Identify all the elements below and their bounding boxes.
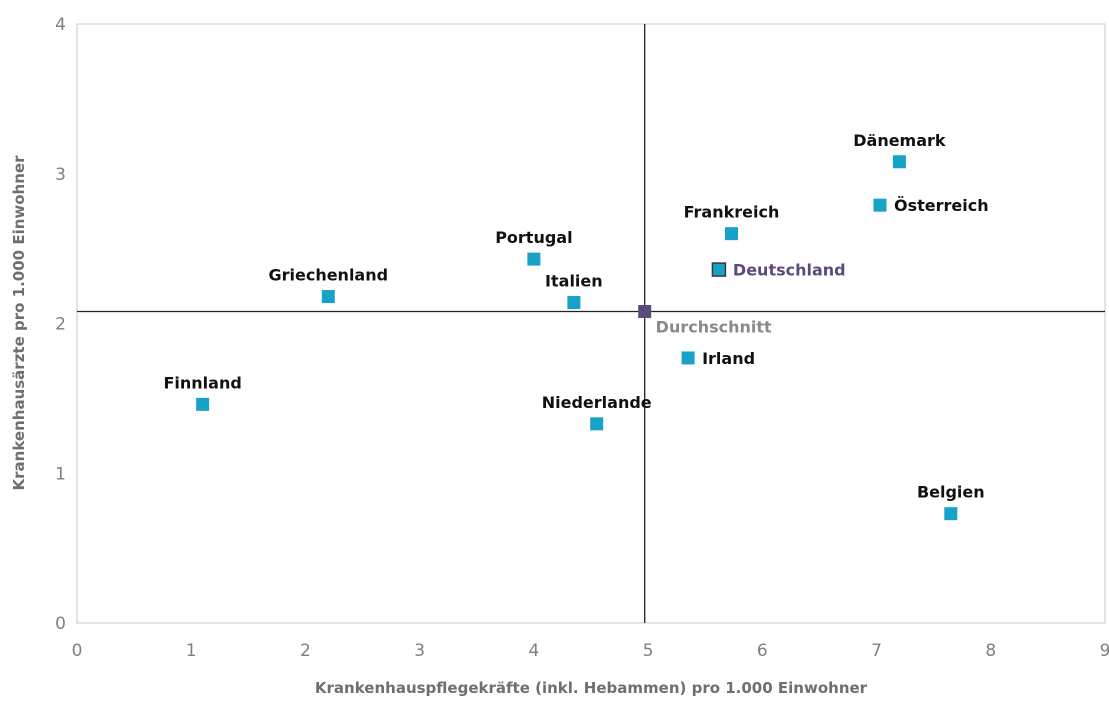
point-deutschland	[711, 262, 727, 277]
point-portugal	[527, 252, 541, 266]
point-niederlande	[590, 417, 604, 431]
x-tick-label: 7	[871, 641, 882, 661]
y-tick-label: 1	[55, 464, 66, 484]
label-oesterreich: Österreich	[894, 196, 989, 215]
data-points	[196, 155, 958, 521]
label-durchschnitt: Durchschnitt	[656, 318, 772, 337]
label-deutschland: Deutschland	[733, 261, 846, 280]
x-tick-label: 8	[985, 641, 996, 661]
point-griechenland	[321, 290, 335, 304]
label-niederlande: Niederlande	[542, 393, 652, 412]
x-tick-label: 2	[300, 641, 311, 661]
point-italien	[567, 296, 581, 310]
label-daenemark: Dänemark	[853, 131, 946, 150]
point-oesterreich	[873, 198, 887, 212]
point-frankreich	[724, 227, 738, 241]
plot-area-frame	[76, 23, 1106, 624]
label-belgien: Belgien	[917, 483, 985, 502]
label-italien: Italien	[545, 272, 603, 291]
y-tick-label: 0	[55, 614, 66, 634]
x-axis-title: Krankenhauspflegekräfte (inkl. Hebammen)…	[315, 679, 868, 697]
y-tick-label: 4	[55, 15, 66, 35]
x-tick-label: 9	[1100, 641, 1109, 661]
point-daenemark	[892, 155, 906, 169]
x-tick-label: 6	[757, 641, 768, 661]
y-axis-ticks: 0 1 2 3 4	[55, 15, 66, 634]
label-frankreich: Frankreich	[684, 203, 780, 222]
x-tick-label: 3	[414, 641, 425, 661]
y-tick-label: 2	[55, 315, 66, 335]
point-durchschnitt	[638, 305, 652, 319]
point-irland	[681, 351, 695, 365]
y-tick-label: 3	[55, 165, 66, 185]
point-belgien	[944, 507, 958, 521]
label-finnland: Finnland	[163, 373, 241, 392]
y-axis-title: Krankenhausärzte pro 1.000 Einwohner	[10, 155, 28, 491]
x-axis-ticks: 0 1 2 3 4 5 6 7 8 9	[72, 641, 1109, 661]
x-tick-label: 5	[643, 641, 654, 661]
reference-lines	[77, 24, 1105, 623]
x-tick-label: 0	[72, 641, 83, 661]
x-tick-label: 4	[528, 641, 539, 661]
point-labels: Finnland Griechenland Portugal Italien Niede…	[163, 131, 988, 502]
point-finnland	[196, 397, 210, 411]
label-griechenland: Griechenland	[268, 266, 388, 285]
label-portugal: Portugal	[495, 228, 572, 247]
label-irland: Irland	[702, 349, 755, 368]
x-tick-label: 1	[186, 641, 197, 661]
